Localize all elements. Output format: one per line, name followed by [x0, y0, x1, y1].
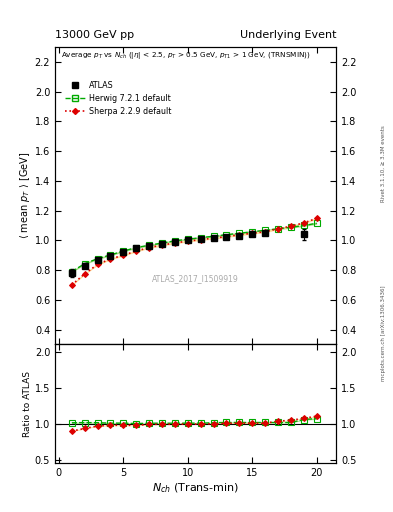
Text: ATLAS_2017_I1509919: ATLAS_2017_I1509919: [152, 274, 239, 284]
Text: Rivet 3.1.10, ≥ 3.3M events: Rivet 3.1.10, ≥ 3.3M events: [381, 125, 386, 202]
X-axis label: $N_{ch}$ (Trans-min): $N_{ch}$ (Trans-min): [152, 481, 239, 495]
Y-axis label: Ratio to ATLAS: Ratio to ATLAS: [23, 371, 32, 437]
Text: mcplots.cern.ch [arXiv:1306.3436]: mcplots.cern.ch [arXiv:1306.3436]: [381, 285, 386, 380]
Text: Average $p_T$ vs $N_{ch}$ ($|\eta|$ < 2.5, $p_T$ > 0.5 GeV, $p_{T1}$ > 1 GeV, (T: Average $p_T$ vs $N_{ch}$ ($|\eta|$ < 2.…: [61, 50, 310, 61]
Text: 13000 GeV pp: 13000 GeV pp: [55, 30, 134, 40]
Y-axis label: $\langle$ mean $p_T$ $\rangle$ [GeV]: $\langle$ mean $p_T$ $\rangle$ [GeV]: [18, 152, 32, 240]
Text: Underlying Event: Underlying Event: [239, 30, 336, 40]
Legend: ATLAS, Herwig 7.2.1 default, Sherpa 2.2.9 default: ATLAS, Herwig 7.2.1 default, Sherpa 2.2.…: [65, 81, 171, 116]
